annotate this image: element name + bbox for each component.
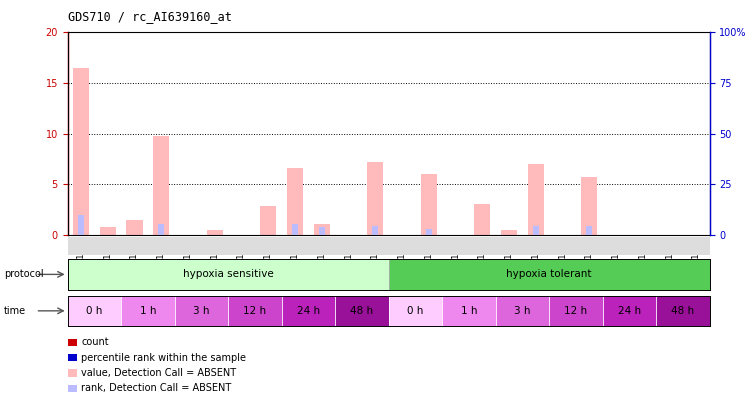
Text: 24 h: 24 h [618,306,641,316]
Bar [528,164,544,235]
Text: 3 h: 3 h [514,306,531,316]
Bar [287,168,303,235]
Bar [121,296,174,326]
Bar [282,296,335,326]
Bar [126,220,143,235]
Text: GDS710 / rc_AI639160_at: GDS710 / rc_AI639160_at [68,10,231,23]
Bar [174,296,228,326]
Text: 1 h: 1 h [460,306,477,316]
Text: hypoxia sensitive: hypoxia sensitive [182,269,273,279]
Text: count: count [81,337,109,347]
Bar [228,296,282,326]
Bar [261,206,276,235]
Bar [496,296,549,326]
Bar [314,224,330,235]
Bar [153,136,169,235]
Text: 24 h: 24 h [297,306,320,316]
Bar [549,296,602,326]
Bar [581,177,597,235]
Bar [68,259,389,290]
Bar [501,230,517,235]
Text: 1 h: 1 h [140,306,156,316]
Bar [207,230,223,235]
Bar [421,174,437,235]
Text: 0 h: 0 h [407,306,424,316]
Bar [656,296,710,326]
Text: 3 h: 3 h [193,306,210,316]
Bar [158,224,164,235]
Bar [319,227,324,235]
Bar [100,227,116,235]
Bar [335,296,389,326]
Text: time: time [4,306,26,316]
Text: hypoxia tolerant: hypoxia tolerant [506,269,592,279]
Text: value, Detection Call = ABSENT: value, Detection Call = ABSENT [81,368,237,378]
Bar [442,296,496,326]
Text: 0 h: 0 h [86,306,103,316]
Text: percentile rank within the sample: percentile rank within the sample [81,353,246,362]
Bar [533,226,538,235]
Bar [475,204,490,235]
Bar [292,224,298,235]
Bar [68,296,121,326]
Bar [372,226,378,235]
Text: 48 h: 48 h [671,306,695,316]
Bar [587,226,592,235]
Text: rank, Detection Call = ABSENT: rank, Detection Call = ABSENT [81,384,231,393]
Bar [389,259,710,290]
Text: 12 h: 12 h [564,306,587,316]
Bar [389,296,442,326]
Text: 48 h: 48 h [350,306,373,316]
Bar [602,296,656,326]
Bar [78,215,84,235]
Text: protocol: protocol [4,269,44,279]
Bar [426,229,432,235]
Text: 12 h: 12 h [243,306,267,316]
Bar [73,68,89,235]
Bar [367,162,383,235]
